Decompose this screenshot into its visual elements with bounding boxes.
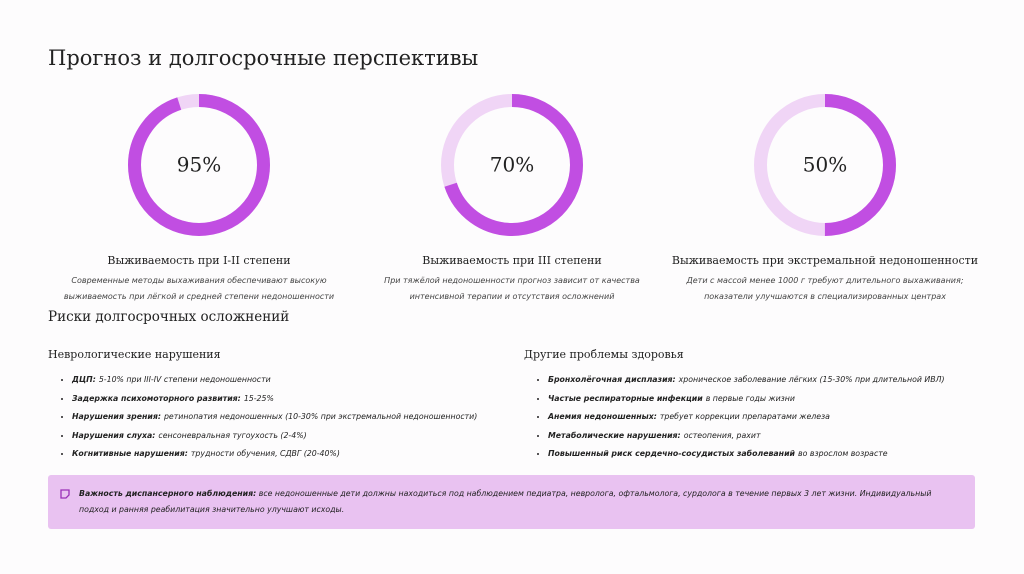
risk-item: Задержка психомоторного развития:15-25% (72, 390, 508, 409)
description-line: интенсивной терапии и отсутствия осложне… (409, 292, 615, 301)
gauge: 70% Выживаемость при III степени При тяжёл… (352, 90, 672, 305)
risk-text: 15-25% (243, 393, 274, 403)
risk-term: Частые респираторные инфекции (548, 393, 703, 403)
risk-text: во взрослом возрасте (798, 449, 888, 458)
risk-item: Нарушения слуха:сенсоневральная тугоухос… (72, 427, 508, 446)
donut-label: 95% (177, 153, 221, 177)
donut-label: 70% (490, 153, 534, 177)
gauge: 95% Выживаемость при I-II степени Современ… (39, 90, 359, 305)
note-box: Важность диспансерного наблюдения: все н… (48, 475, 975, 529)
risk-term: Бронхолёгочная дисплазия: (548, 375, 676, 384)
risk-text: остеопения, рахит (683, 430, 761, 440)
risk-term: Нарушения слуха: (72, 430, 156, 440)
risk-term: Метаболические нарушения: (548, 430, 681, 440)
gauge-title: Выживаемость при экстремальной недоношен… (671, 254, 979, 267)
donut: 70% (441, 94, 583, 236)
note-term: Важность диспансерного наблюдения: (79, 489, 257, 498)
risk-item: Нарушения зрения:ретинопатия недоношенны… (72, 408, 508, 427)
risk-text: 5-10% при III-IV степени недоношенности (98, 375, 271, 384)
description-line: выживаемость при лёгкой и средней степен… (63, 292, 335, 301)
description-line: Дети с массой менее 1000 г требуют длите… (686, 276, 964, 285)
section-title: Риски долгосрочных осложнений (48, 309, 290, 325)
group-title: Другие проблемы здоровья (524, 348, 684, 361)
gauge: 50% Выживаемость при экстремальной недоно… (665, 90, 985, 305)
risk-term: Задержка психомоторного развития: (72, 393, 241, 403)
group-title: Неврологические нарушения (48, 348, 221, 361)
risk-item: Бронхолёгочная дисплазия:хроническое заб… (548, 371, 984, 390)
risk-item: Анемия недоношенных:требует коррекции пр… (548, 408, 984, 427)
risk-item: Метаболические нарушения:остеопения, рах… (548, 427, 984, 446)
risk-list: Бронхолёгочная дисплазия:хроническое заб… (524, 371, 984, 464)
risk-text: в первые годы жизни (705, 393, 795, 403)
gauge-title: Выживаемость при I-II степени (107, 254, 291, 267)
note-text: все недоношенные дети должны находиться … (79, 489, 932, 514)
gauge-description: Современные методы выхаживания обеспечив… (39, 273, 359, 305)
risk-group: Неврологические нарушения ДЦП:5-10% при I… (48, 348, 508, 464)
risk-item: ДЦП:5-10% при III-IV степени недоношенно… (72, 371, 508, 390)
risk-term: Повышенный риск сердечно-сосудистых забо… (548, 449, 795, 458)
donut-arc (754, 94, 896, 236)
risk-text: хроническое заболевание лёгких (15-30% п… (678, 375, 945, 384)
gauge-title: Выживаемость при III степени (422, 254, 602, 267)
risk-item: Когнитивные нарушения:трудности обучения… (72, 445, 508, 464)
risk-text: сенсоневральная тугоухость (2-4%) (158, 430, 307, 440)
risk-term: Анемия недоношенных: (548, 412, 657, 421)
description-line: показатели улучшаются в специализированн… (704, 292, 946, 301)
donut: 50% (754, 94, 896, 236)
donut-arc (441, 94, 583, 236)
donut: 95% (128, 94, 270, 236)
risk-group: Другие проблемы здоровья Бронхолёгочная д… (524, 348, 984, 464)
risk-term: Когнитивные нарушения: (72, 449, 188, 458)
risk-text: ретинопатия недоношенных (10-30% при экс… (163, 412, 478, 421)
page-title: Прогноз и долгосрочные перспективы (48, 46, 479, 70)
risk-list: ДЦП:5-10% при III-IV степени недоношенно… (48, 371, 508, 464)
risk-text: требует коррекции препаратами железа (659, 412, 830, 421)
description-line: При тяжёлой недоношенности прогноз завис… (384, 276, 640, 285)
description-line: Современные методы выхаживания обеспечив… (71, 276, 327, 285)
donut-arc (128, 94, 270, 236)
risk-term: Нарушения зрения: (72, 412, 161, 421)
risk-text: трудности обучения, СДВГ (20-40%) (190, 449, 340, 458)
risk-item: Повышенный риск сердечно-сосудистых забо… (548, 445, 984, 464)
risk-term: ДЦП: (72, 375, 96, 384)
gauge-description: Дети с массой менее 1000 г требуют длите… (665, 273, 985, 305)
note-icon (60, 489, 70, 499)
gauge-description: При тяжёлой недоношенности прогноз завис… (352, 273, 672, 305)
donut-label: 50% (803, 153, 847, 177)
